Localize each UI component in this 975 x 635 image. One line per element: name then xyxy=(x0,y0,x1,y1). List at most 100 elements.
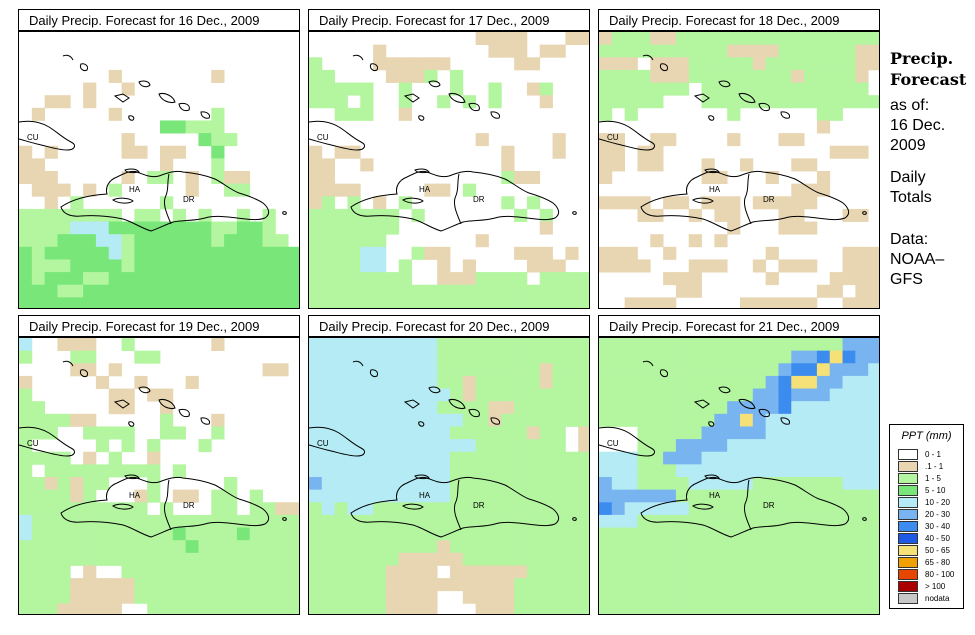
forecast-map: CU HA DR xyxy=(18,337,300,615)
precip-cell xyxy=(198,284,212,298)
precip-cell xyxy=(347,413,361,427)
precip-cell xyxy=(462,363,477,377)
precip-cell xyxy=(437,272,451,286)
precip-cell xyxy=(740,32,754,46)
precip-cell xyxy=(701,464,715,478)
precip-cell xyxy=(347,234,361,248)
precip-cell xyxy=(624,69,638,83)
precip-cell xyxy=(475,527,489,541)
precip-cell xyxy=(309,284,323,298)
legend-label: 20 - 30 xyxy=(925,510,950,519)
precip-cell xyxy=(95,426,110,440)
precip-cell xyxy=(398,426,412,440)
precip-cell xyxy=(552,552,566,566)
precip-cell xyxy=(842,565,856,579)
precip-cell xyxy=(804,158,818,172)
precip-cell xyxy=(309,552,323,566)
precip-cell xyxy=(236,540,251,554)
precip-cell xyxy=(552,401,566,415)
coastline xyxy=(708,421,715,427)
precip-cell xyxy=(288,246,299,260)
precip-cell xyxy=(514,578,528,592)
precip-cell xyxy=(650,69,664,83)
precip-cell xyxy=(437,388,451,402)
precip-cell xyxy=(198,514,212,528)
precip-cell xyxy=(475,401,489,415)
precip-cell xyxy=(172,489,187,503)
precip-cell xyxy=(791,196,805,210)
precip-cell xyxy=(347,338,361,352)
precip-cell xyxy=(70,350,84,364)
precip-cell xyxy=(309,82,323,96)
precip-cell xyxy=(450,363,464,377)
precip-cell xyxy=(147,552,161,566)
precip-cell xyxy=(373,363,387,377)
coastline xyxy=(572,517,577,521)
precip-cell xyxy=(134,246,148,260)
precip-cell xyxy=(134,221,148,235)
coastline xyxy=(640,476,850,538)
precip-cell xyxy=(172,464,187,478)
precip-cell xyxy=(347,401,361,415)
precip-cell xyxy=(309,158,323,172)
precip-cell xyxy=(321,338,336,352)
precip-cell xyxy=(855,590,869,604)
precip-cell xyxy=(778,133,792,147)
precip-cell xyxy=(740,338,754,352)
precip-cell xyxy=(288,502,299,516)
precip-cell xyxy=(675,375,690,389)
precip-cell xyxy=(816,375,831,389)
precip-cell xyxy=(714,603,728,614)
precip-cell xyxy=(650,82,664,96)
precip-cell xyxy=(334,540,348,554)
precip-cell xyxy=(95,578,110,592)
precip-cell xyxy=(475,489,489,503)
precip-cell xyxy=(663,350,677,364)
precip-cell xyxy=(160,246,174,260)
precip-cell xyxy=(842,69,856,83)
precip-cell xyxy=(675,451,690,465)
precip-cell xyxy=(31,540,46,554)
precip-cell xyxy=(816,603,831,614)
precip-cell xyxy=(19,375,33,389)
precip-cell xyxy=(236,603,251,614)
precip-cell xyxy=(57,590,71,604)
precip-cell xyxy=(385,527,400,541)
precip-cell xyxy=(752,388,767,402)
legend-swatch xyxy=(898,485,918,496)
precip-cell xyxy=(868,477,879,491)
precip-cell xyxy=(70,489,84,503)
precip-cell xyxy=(868,502,879,516)
precip-cell xyxy=(347,502,361,516)
precip-cell xyxy=(424,514,438,528)
precip-cell xyxy=(309,464,323,478)
precip-cell xyxy=(514,514,528,528)
coastline xyxy=(113,93,130,103)
precip-cell xyxy=(360,603,374,614)
precip-cell xyxy=(309,590,323,604)
precip-cell xyxy=(714,69,728,83)
precip-cell xyxy=(475,413,489,427)
precip-cell xyxy=(842,350,856,364)
precip-cell xyxy=(663,578,677,592)
precip-cell xyxy=(411,477,425,491)
precip-cell xyxy=(855,489,869,503)
precip-cell xyxy=(539,464,553,478)
precip-cell xyxy=(411,57,425,71)
precip-cell xyxy=(663,401,677,415)
precip-cell xyxy=(83,95,97,109)
precip-cell xyxy=(211,171,225,185)
precip-cell xyxy=(309,338,323,352)
precip-cell xyxy=(752,297,767,308)
precip-cell xyxy=(765,540,779,554)
precip-cell xyxy=(791,133,805,147)
precip-cell xyxy=(462,413,477,427)
precip-cell xyxy=(70,208,84,222)
precip-cell xyxy=(57,477,71,491)
precip-cell xyxy=(740,350,754,364)
precip-cell xyxy=(488,451,502,465)
precip-cell xyxy=(488,284,502,298)
precip-cell xyxy=(565,388,579,402)
precip-cell xyxy=(44,603,58,614)
precip-cell xyxy=(637,514,651,528)
